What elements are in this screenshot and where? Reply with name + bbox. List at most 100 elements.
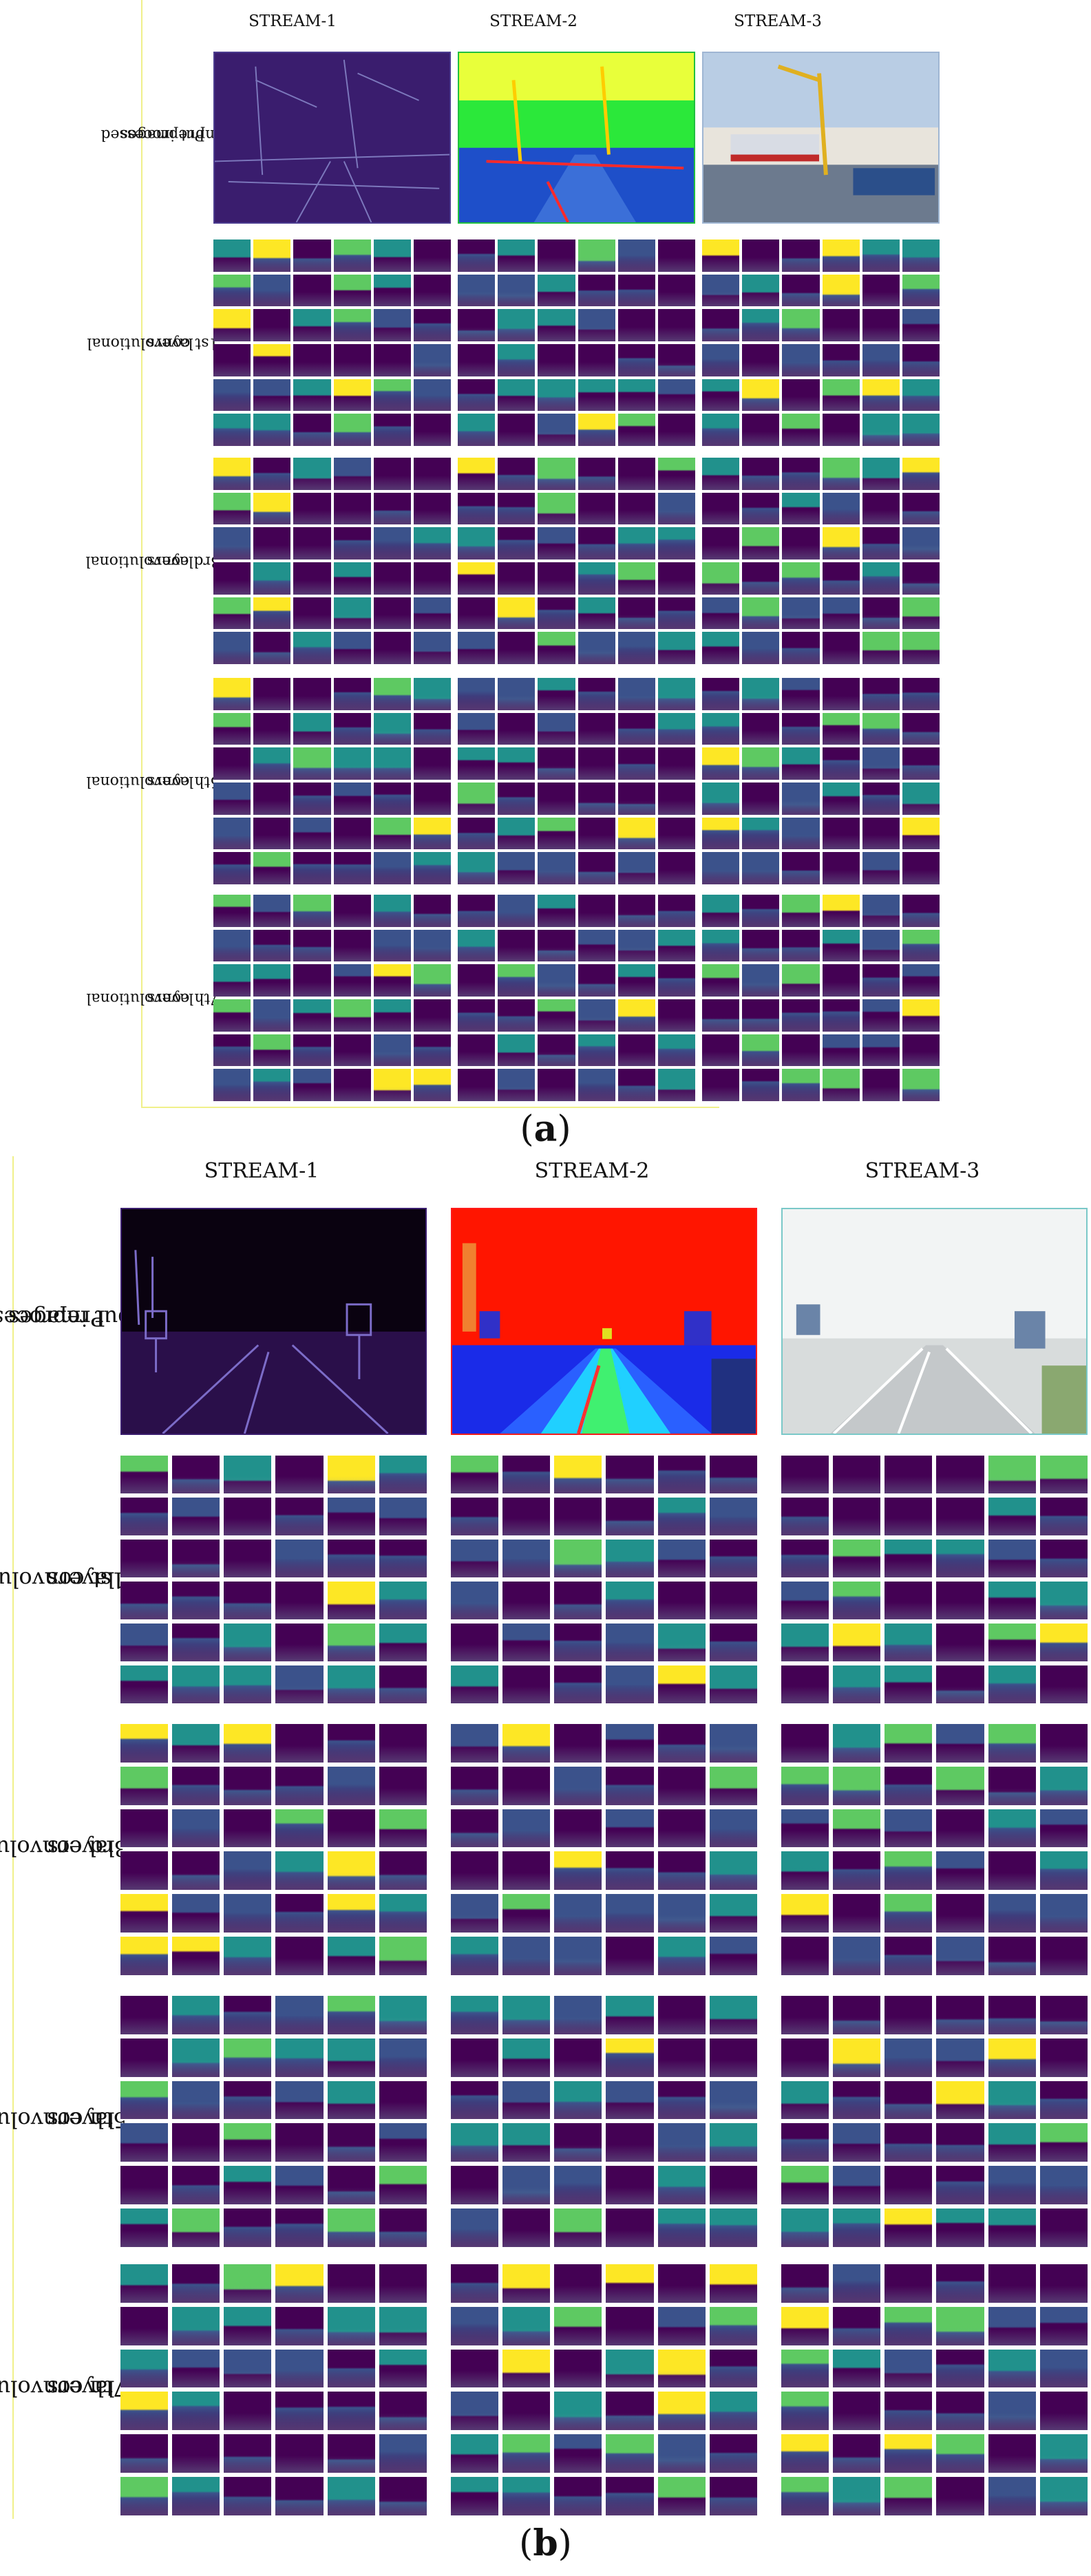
feature-map-thumbnail [451,1724,499,1763]
feature-map-thumbnail [902,632,940,664]
feature-map-thumbnail [413,379,451,412]
feature-map-thumbnail [451,1851,499,1891]
feature-map-thumbnail [988,1498,1036,1535]
feature-map-thumbnail [822,458,860,490]
panel-b-conv5-stream-3-feature-grid [781,1996,1088,2247]
feature-map-thumbnail [885,2434,933,2473]
feature-map-thumbnail [224,1582,272,1619]
feature-map-thumbnail [554,2208,602,2247]
feature-map-thumbnail [578,527,615,560]
feature-map-thumbnail [120,1894,169,1933]
feature-map-thumbnail [253,344,291,376]
feature-map-thumbnail [822,274,860,307]
feature-map-thumbnail [885,1665,933,1703]
feature-map-thumbnail [224,2477,272,2515]
feature-map-thumbnail [936,1665,984,1703]
feature-map-thumbnail [253,1034,291,1067]
panel-a-conv3-stream-2-feature-grid [458,458,695,664]
feature-map-thumbnail [782,527,820,560]
feature-map-thumbnail [253,458,291,490]
feature-map-thumbnail [885,1582,933,1619]
feature-map-thumbnail [702,999,740,1032]
feature-map-thumbnail [327,2080,375,2120]
feature-map-thumbnail [936,2166,984,2205]
feature-map-thumbnail [606,2123,654,2162]
feature-map-thumbnail [253,817,291,850]
feature-map-thumbnail [293,492,331,525]
feature-map-thumbnail [606,1624,654,1661]
feature-map-thumbnail [1039,2477,1088,2515]
feature-map-thumbnail [538,274,575,307]
feature-map-thumbnail [502,2392,551,2431]
feature-map-thumbnail [833,1498,881,1535]
feature-map-thumbnail [902,492,940,525]
feature-map-thumbnail [833,2208,881,2247]
feature-map-thumbnail [253,712,291,745]
feature-map-thumbnail [253,379,291,412]
feature-map-thumbnail [502,1937,551,1975]
feature-map-thumbnail [936,2123,984,2162]
feature-map-thumbnail [782,492,820,525]
feature-map-thumbnail [213,678,251,710]
feature-map-thumbnail [458,1069,496,1101]
feature-map-thumbnail [333,527,371,560]
feature-map-thumbnail [413,597,451,630]
feature-map-thumbnail [538,492,575,525]
feature-map-thumbnail [902,1069,940,1101]
feature-map-thumbnail [781,2477,829,2515]
feature-map-thumbnail [379,1582,427,1619]
feature-map-thumbnail [657,747,695,780]
feature-map-thumbnail [458,632,496,664]
feature-map-thumbnail [702,712,740,745]
feature-map-thumbnail [458,678,496,710]
feature-map-thumbnail [379,2123,427,2162]
feature-map-thumbnail [538,817,575,850]
feature-map-thumbnail [988,1996,1036,2034]
feature-map-thumbnail [902,239,940,272]
feature-map-thumbnail [657,2306,706,2345]
feature-map-thumbnail [502,1456,551,1493]
feature-map-thumbnail [373,458,411,490]
feature-map-thumbnail [936,2264,984,2303]
feature-map-thumbnail [293,527,331,560]
feature-map-thumbnail [742,1069,780,1101]
feature-map-thumbnail [333,597,371,630]
feature-map-thumbnail [782,783,820,815]
feature-map-thumbnail [833,2166,881,2205]
feature-map-thumbnail [862,414,900,446]
feature-map-thumbnail [702,379,740,412]
panel-a-stream-1-header: STREAM-1 [248,12,337,30]
feature-map-thumbnail [885,2080,933,2120]
feature-map-thumbnail [606,1894,654,1933]
feature-map-thumbnail [578,929,615,962]
feature-map-thumbnail [172,2349,220,2388]
feature-map-thumbnail [172,2477,220,2515]
feature-map-thumbnail [782,562,820,595]
feature-map-thumbnail [833,2434,881,2473]
feature-map-thumbnail [936,1724,984,1763]
feature-map-thumbnail [379,2306,427,2345]
feature-map-thumbnail [253,678,291,710]
feature-map-thumbnail [885,1937,933,1975]
feature-map-thumbnail [458,492,496,525]
feature-map-thumbnail [498,309,536,341]
feature-map-thumbnail [120,1937,169,1975]
feature-map-thumbnail [936,1766,984,1805]
feature-map-thumbnail [327,2123,375,2162]
feature-map-thumbnail [936,2392,984,2431]
feature-map-thumbnail [413,492,451,525]
feature-map-thumbnail [902,527,940,560]
feature-map-thumbnail [936,2208,984,2247]
feature-map-thumbnail [120,2349,169,2388]
feature-map-thumbnail [172,2166,220,2205]
feature-map-thumbnail [885,2392,933,2431]
feature-map-thumbnail [333,712,371,745]
feature-map-thumbnail [327,2349,375,2388]
feature-map-thumbnail [327,2306,375,2345]
feature-map-thumbnail [253,527,291,560]
feature-map-thumbnail [742,239,780,272]
feature-map-thumbnail [1039,1582,1088,1619]
feature-map-thumbnail [1039,1540,1088,1577]
feature-map-thumbnail [742,562,780,595]
